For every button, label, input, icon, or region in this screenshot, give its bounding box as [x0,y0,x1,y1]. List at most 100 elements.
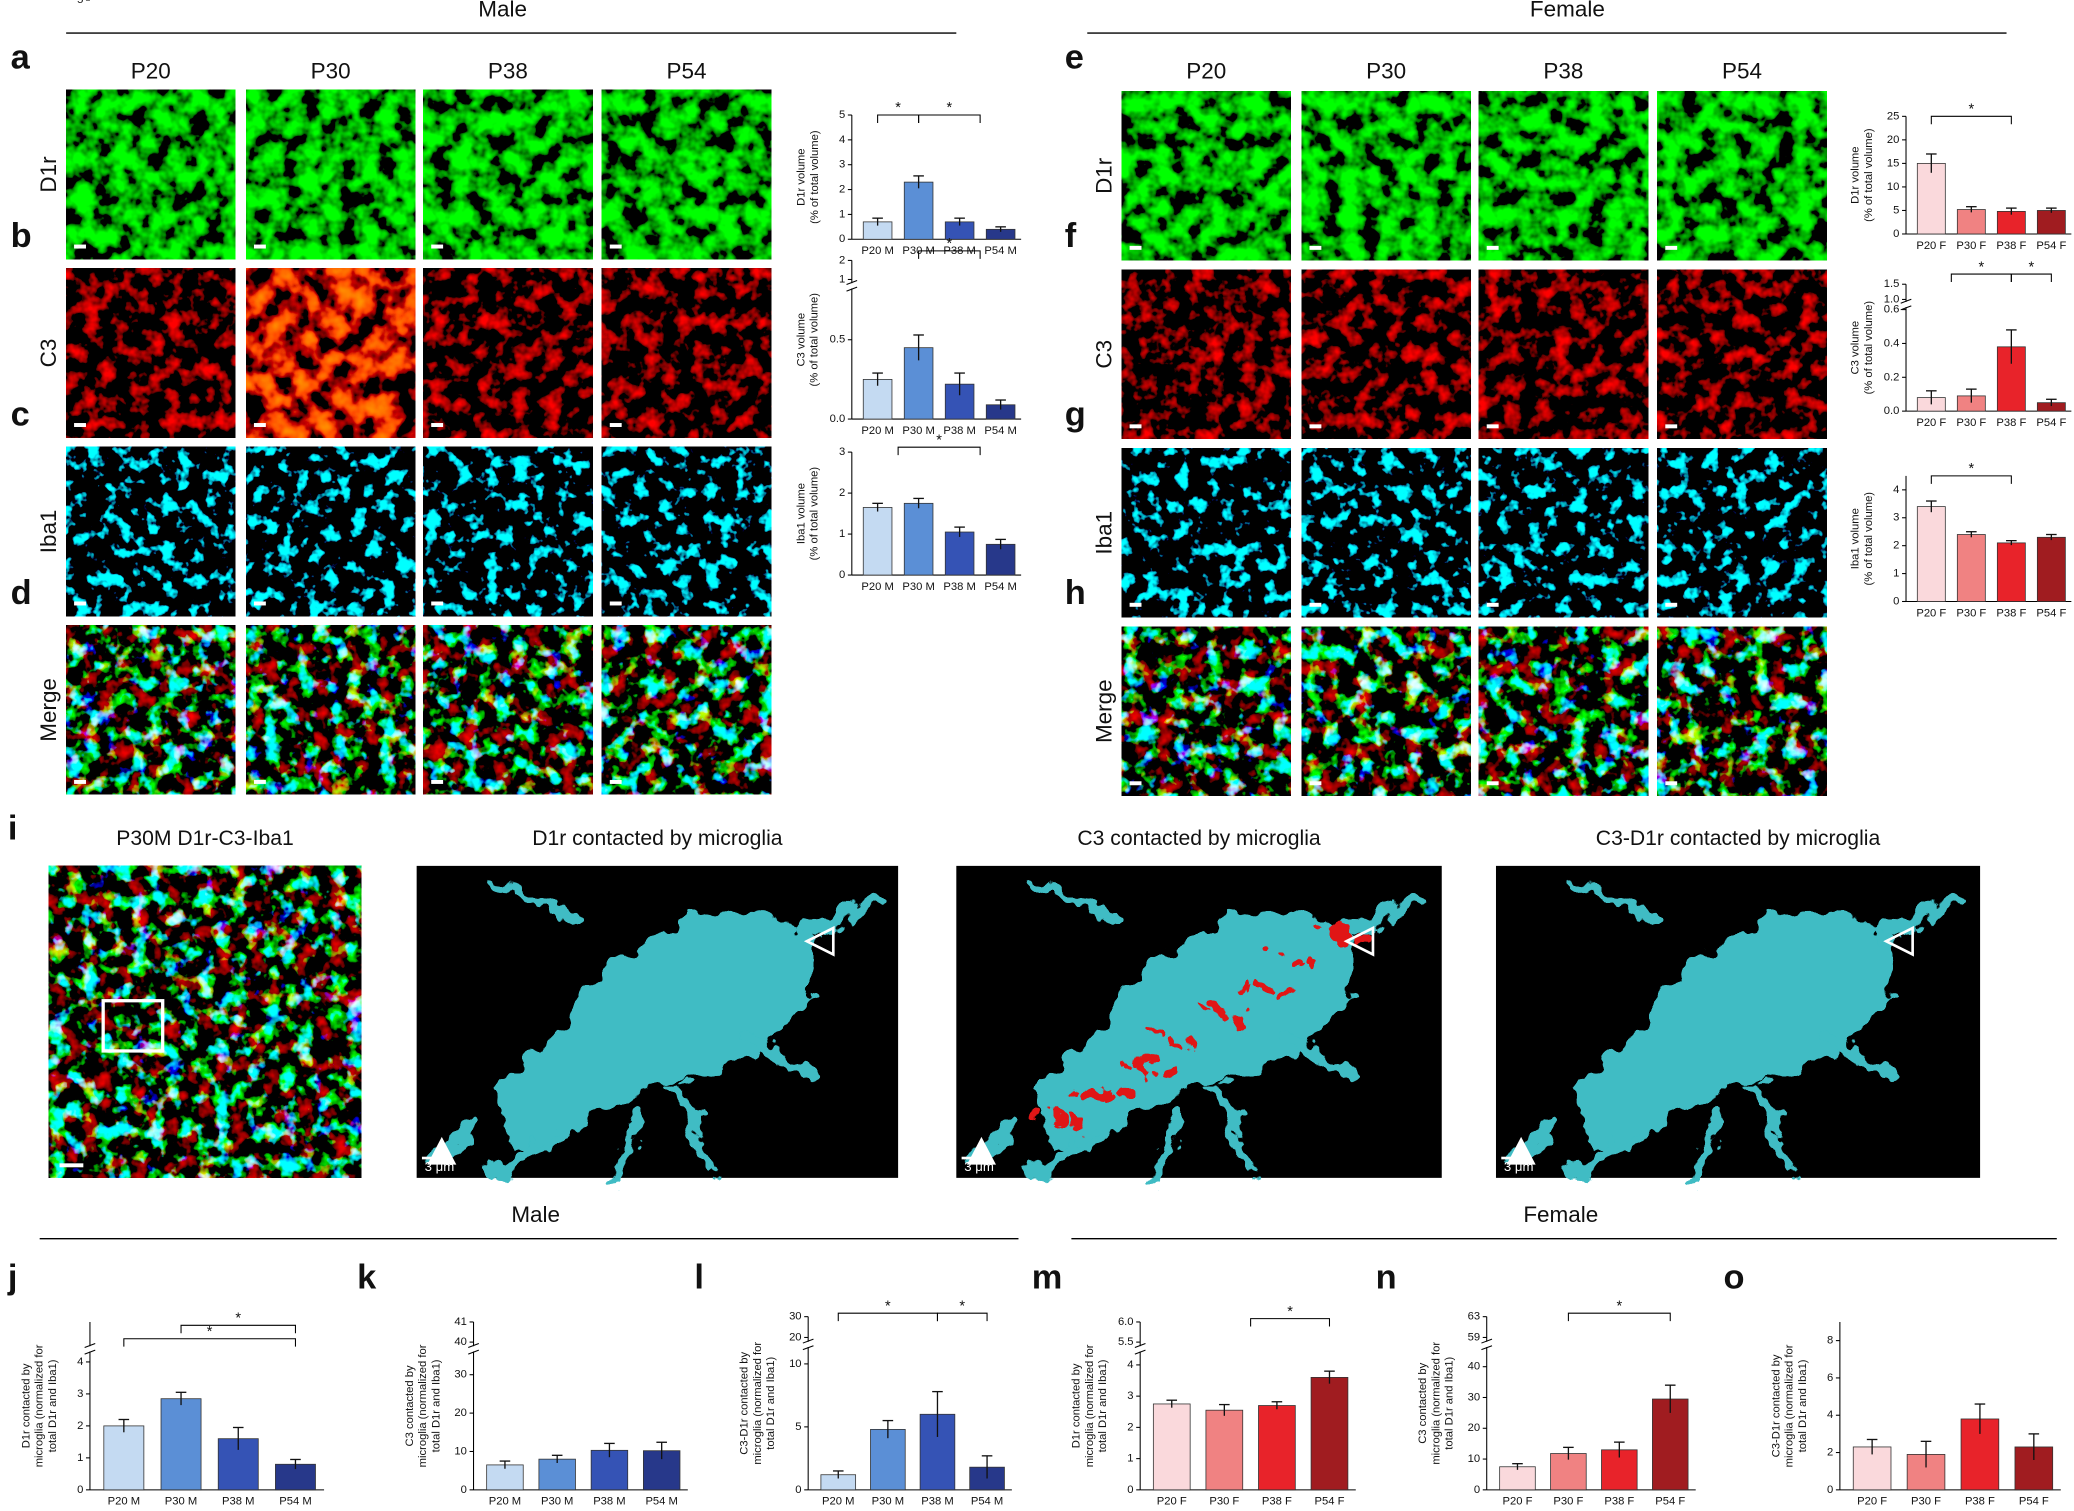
axis-break [469,1346,478,1352]
microglia-render [963,879,1419,1184]
bar [160,1398,202,1491]
microscopy-image [1301,91,1471,261]
y-tick-label: 0.0 [830,413,846,425]
scale-bar [431,423,444,427]
y-axis-label: D1r volume [1850,146,1862,203]
y-tick-label: 10 [1468,1453,1480,1465]
bar [862,507,893,576]
image-title: D1r contacted by microglia [532,827,783,850]
significance-label: * [207,1324,213,1340]
y-tick-label: 0.4 [1884,337,1900,349]
significance-bracket [1930,115,2012,125]
microscopy-image [66,446,236,617]
y-axis-label: C3 volume [1850,321,1862,375]
significance-label: * [1287,1304,1293,1320]
scale-bar [1309,245,1322,250]
c3-puncta [1126,1062,1135,1071]
y-tick-label: 5 [839,109,845,121]
scale-bar [1129,781,1142,786]
microglia-process [1569,1124,1648,1179]
y-axis-label: (% of total volume) [809,130,821,224]
panel-letter: i [8,809,18,847]
panel-letter: c [11,396,30,434]
axis-break-mark [1134,1343,1146,1348]
bar [1152,1403,1191,1491]
microscopy-image [601,625,772,795]
header: Male [511,1202,560,1227]
y-axis-label: C3 contacted by [1417,1362,1429,1443]
x-tick-label: P54 F [2019,1496,2049,1508]
x-tick-label: P30 F [1911,1496,1941,1508]
scale-bar [1665,245,1678,250]
y-axis-label: total D1r and Iba1) [1097,1359,1109,1452]
y-tick-label: 0 [77,1484,83,1496]
microscopy-image [246,268,416,438]
y-tick-label: 20 [1887,134,1899,146]
x-tick-label: P30 F [1553,1496,1583,1508]
x-tick-label: P38 M [943,425,975,437]
c3-puncta [1269,951,1278,960]
y-axis-label: (% of total volume) [1863,492,1875,586]
scale-bar [253,779,266,784]
y-tick-label: 5 [77,0,83,6]
bar [1916,162,1946,235]
y-tick-label: 0.0 [1884,405,1900,417]
x-tick-label: P20 M [861,425,893,437]
scale-bar [74,423,86,427]
axis-break-mark [846,286,858,292]
y-tick-label: 10 [454,1445,466,1457]
significance-label: * [947,236,953,252]
y-axis-label: C3-D1r contacted by [739,1351,751,1454]
y-tick-label: 0 [1893,595,1899,607]
microscopy-image [1478,91,1649,261]
y-tick-label: 0 [839,233,845,245]
microglia-process [1569,879,1661,925]
panel-letter: j [7,1259,18,1297]
y-tick-label: 0.2 [1884,371,1900,383]
y-tick-label: 0 [1474,1484,1480,1496]
y-axis-label: D1r volume [796,148,808,205]
panel-letter: h [1065,574,1086,612]
y-tick-label: 4 [839,134,845,146]
y-tick-label: 59 [1468,1331,1480,1343]
y-tick-label: 5 [1893,204,1899,216]
microglia-body [496,905,814,1151]
y-tick-label: 20 [454,1407,466,1419]
x-tick-label: P38 F [1996,240,2026,252]
c3-puncta [1280,986,1294,1000]
row-label: D1r [36,156,61,193]
panel-letter: a [11,39,31,77]
significance-bracket [2010,273,2052,283]
microglia-process [490,879,582,925]
microglia-process [1688,1104,1727,1184]
y-tick-label: 0.5 [830,334,846,346]
x-tick-label: P38 F [1604,1496,1634,1508]
significance-bracket [1567,1312,1671,1322]
c3-puncta [1198,1007,1207,1016]
y-tick-label: 3 [839,446,845,458]
x-tick-label: P20 F [1916,240,1946,252]
x-tick-label: P38 M [593,1496,625,1508]
microglia-process [1754,1084,1793,1176]
significance-label: * [959,1298,965,1314]
x-tick-label: P20 M [861,245,893,257]
header: Female [1530,0,1605,22]
x-tick-label: P54 M [279,1496,311,1508]
bar [1205,1409,1244,1491]
axis-break [1482,1341,1491,1348]
x-tick-label: P20 F [1916,417,1946,429]
scale-bar [1129,245,1142,250]
axis-break [1136,1346,1145,1352]
x-tick-label: P54 F [1315,1496,1345,1508]
scale-bar [1665,602,1678,607]
y-tick-label: 5.5 [1118,1336,1134,1348]
bar [903,181,934,240]
y-tick-label: 2 [839,487,845,499]
y-tick-label: 0 [795,1484,801,1496]
column-label: P54 [1722,59,1762,84]
x-tick-label: P30 M [902,425,934,437]
y-tick-label: 1 [839,208,845,220]
y-axis-label: C3 volume [796,313,808,367]
x-tick-label: P20 M [108,1496,140,1508]
c3-puncta [1245,983,1254,992]
